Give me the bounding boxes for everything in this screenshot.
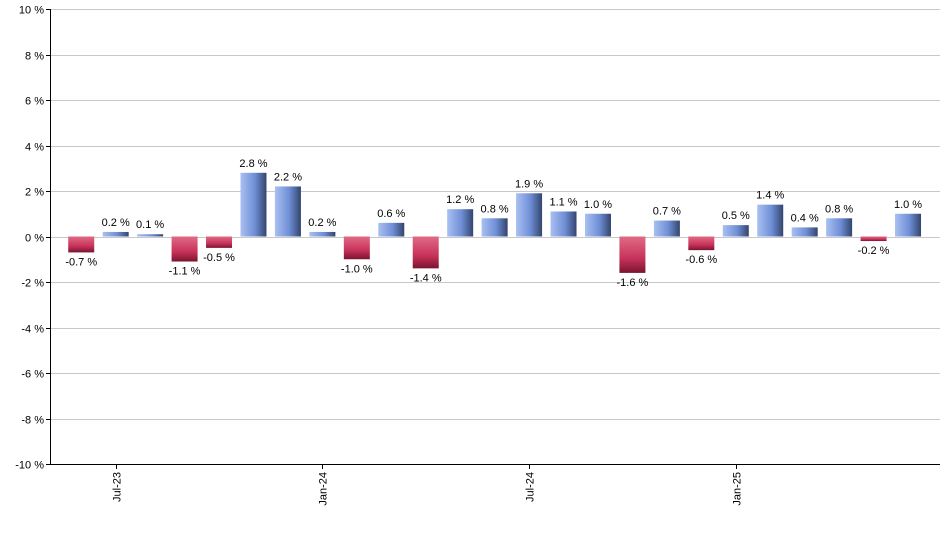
data-label: -0.2 % <box>858 245 890 257</box>
bar <box>309 231 336 237</box>
x-tick-label: Jul-24 <box>525 472 537 502</box>
bar <box>791 227 818 237</box>
x-axis-ticks: Jul-23 Jan-24 Jul-24 Jan-25 <box>112 464 744 506</box>
axes <box>50 9 940 465</box>
data-label: -1.4 % <box>410 272 442 284</box>
data-label: 1.4 % <box>756 190 784 202</box>
data-label: -0.7 % <box>65 256 97 268</box>
bar <box>412 236 439 269</box>
data-label: -0.6 % <box>685 254 717 266</box>
bar <box>171 236 198 262</box>
data-label: 0.1 % <box>136 219 164 231</box>
bar <box>653 220 680 237</box>
bar <box>688 236 715 251</box>
y-tick-label: 6 % <box>25 96 44 108</box>
bar <box>860 236 887 242</box>
x-tick-label: Jan-24 <box>318 472 330 506</box>
data-label: -1.6 % <box>617 277 649 289</box>
y-tick-label: 4 % <box>25 142 44 154</box>
bar <box>447 209 474 237</box>
data-label: 0.2 % <box>102 217 130 229</box>
gridlines <box>50 9 940 420</box>
data-label: 2.2 % <box>274 171 302 183</box>
bar <box>274 186 301 237</box>
data-label: 1.1 % <box>549 196 577 208</box>
bar <box>137 234 164 237</box>
bar <box>550 211 577 237</box>
data-label: 1.0 % <box>894 199 922 211</box>
x-tick-label: Jul-23 <box>112 472 124 502</box>
y-tick-label: -6 % <box>21 369 44 381</box>
bar <box>378 222 405 237</box>
bar <box>206 236 233 248</box>
bar <box>240 172 267 237</box>
bar <box>584 213 611 237</box>
bar <box>619 236 646 273</box>
bar <box>722 225 749 237</box>
bar <box>343 236 370 260</box>
data-label: 0.6 % <box>377 208 405 220</box>
data-label: 2.8 % <box>239 158 267 170</box>
y-tick-label: -2 % <box>21 278 44 290</box>
bar <box>481 218 508 237</box>
bar <box>895 213 922 237</box>
data-label: 0.8 % <box>825 203 853 215</box>
data-label: 1.9 % <box>515 178 543 190</box>
y-tick-label: 0 % <box>25 233 44 245</box>
data-label: 0.5 % <box>722 210 750 222</box>
data-label: -1.1 % <box>169 266 201 278</box>
data-label: 0.7 % <box>653 206 681 218</box>
y-tick-label: 2 % <box>25 187 44 199</box>
x-tick-label: Jan-25 <box>732 472 744 506</box>
data-label: 1.0 % <box>584 199 612 211</box>
y-tick-label: 10 % <box>19 5 44 17</box>
data-label: 1.2 % <box>446 194 474 206</box>
data-label: -1.0 % <box>341 263 373 275</box>
y-tick-label: -4 % <box>21 324 44 336</box>
y-tick-label: 8 % <box>25 51 44 63</box>
bar <box>516 193 543 237</box>
y-tick-label: -8 % <box>21 415 44 427</box>
data-labels: -0.7 % 0.2 % 0.1 % -1.1 %-0.5 % 2.8 % 2.2 % 0.… <box>65 158 922 289</box>
bar <box>102 231 129 237</box>
data-label: 0.4 % <box>791 212 819 224</box>
y-axis-ticks: 10 % 8 % 6 % 4 % 2 % 0 % -2 % -4 % -6 % -8 % -10 % <box>15 5 50 472</box>
bar <box>826 218 853 237</box>
data-label: 0.2 % <box>308 217 336 229</box>
data-label: 0.8 % <box>481 203 509 215</box>
data-label: -0.5 % <box>203 252 235 264</box>
bars <box>68 172 922 273</box>
y-tick-label: -10 % <box>15 460 44 472</box>
bar <box>757 204 784 237</box>
bar <box>68 236 95 253</box>
